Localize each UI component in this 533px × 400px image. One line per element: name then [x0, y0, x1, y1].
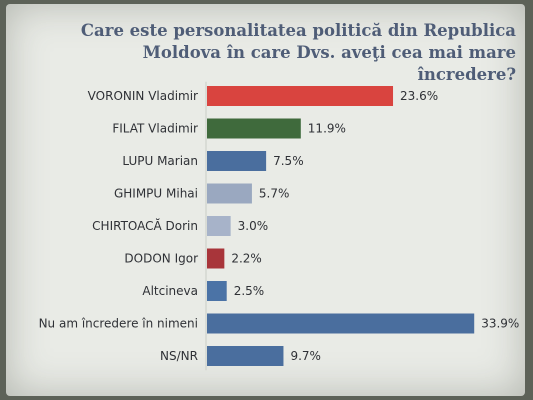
- bar-altcineva: [207, 281, 227, 301]
- value-label-voronin-vladimir: 23.6%: [400, 89, 438, 103]
- bar-nu-am-incredere-in-nimeni: [207, 313, 475, 334]
- bar-ns-nr: [207, 346, 284, 366]
- category-label-voronin-vladimir: VORONIN Vladimir: [88, 89, 198, 103]
- chart-title-line-2: Moldova în care Dvs. aveţi cea mai mare …: [142, 43, 516, 84]
- bar-lupu-marian: [207, 151, 267, 171]
- bar-dodon-igor: [207, 248, 225, 269]
- bar-chart: VORONIN Vladimir 23.6% FILAT Vladimir 11.9%…: [39, 81, 519, 371]
- value-label-chirtoaca-dorin: 3.0%: [238, 219, 269, 233]
- bar-voronin-vladimir: [207, 86, 394, 106]
- value-label-altcineva: 2.5%: [234, 284, 264, 298]
- category-label-ns-nr: NS/NR: [160, 349, 198, 363]
- category-label-filat-vladimir: FILAT Vladimir: [112, 122, 198, 136]
- bar-ghimpu-mihai: [207, 183, 252, 204]
- bar-chirtoaca-dorin: [207, 216, 231, 236]
- category-label-nu-am-incredere-in-nimeni: Nu am încredere în nimeni: [39, 317, 198, 331]
- value-label-lupu-marian: 7.5%: [273, 154, 304, 168]
- chart-title-line-1: Care este personalitatea politică din Re…: [80, 21, 516, 40]
- category-label-altcineva: Altcineva: [142, 284, 198, 298]
- value-label-nu-am-incredere-in-nimeni: 33.9%: [481, 317, 519, 331]
- category-label-lupu-marian: LUPU Marian: [122, 154, 198, 168]
- category-label-dodon-igor: DODON Igor: [124, 252, 198, 266]
- bar-filat-vladimir: [207, 118, 301, 139]
- chart-title: Care este personalitatea politică din Re…: [46, 20, 516, 86]
- category-label-ghimpu-mihai: GHIMPU Mihai: [114, 187, 198, 201]
- value-label-dodon-igor: 2.2%: [231, 252, 262, 266]
- value-label-filat-vladimir: 11.9%: [308, 122, 346, 136]
- value-label-ghimpu-mihai: 5.7%: [259, 187, 290, 201]
- category-label-chirtoaca-dorin: CHIRTOACĂ Dorin: [92, 218, 198, 233]
- chart-sheet: Care este personalitatea politică din Re…: [6, 4, 525, 396]
- value-label-ns-nr: 9.7%: [290, 349, 321, 363]
